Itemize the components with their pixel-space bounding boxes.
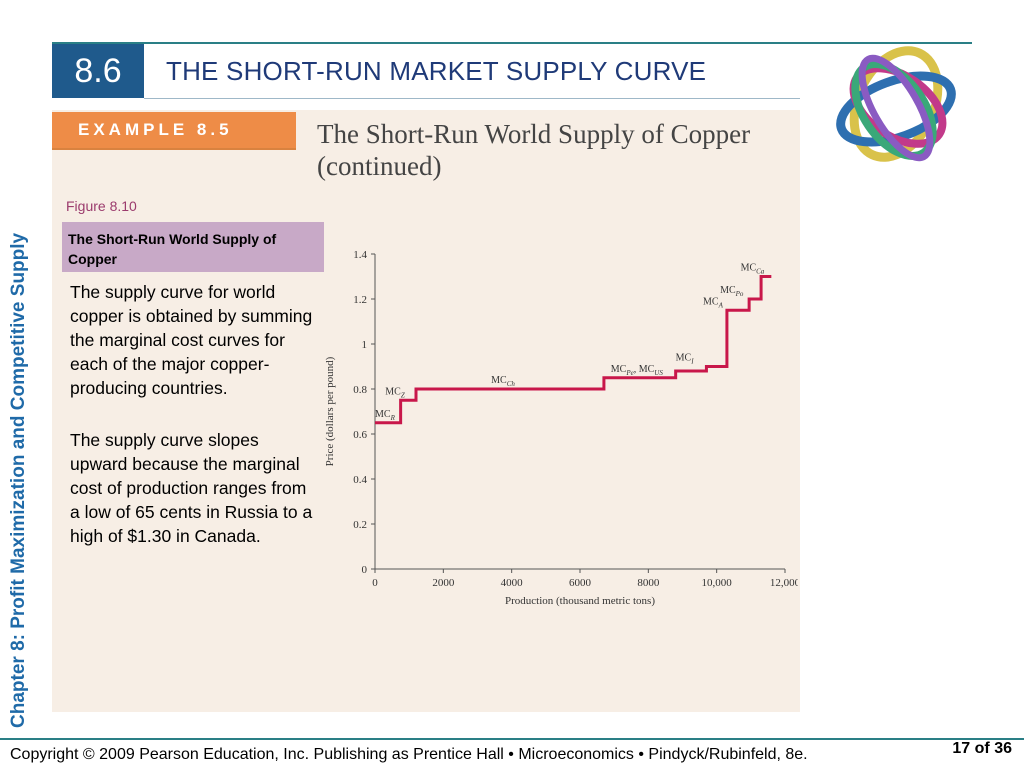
slide-title: THE SHORT-RUN MARKET SUPPLY CURVE <box>166 56 707 86</box>
x-tick-label: 4000 <box>501 577 524 589</box>
example-tag: EXAMPLE 8.5 <box>52 112 296 148</box>
rings-logo-icon <box>836 46 956 162</box>
x-tick-label: 10,000 <box>702 577 733 589</box>
x-axis-label: Production (thousand metric tons) <box>505 595 655 607</box>
page-number: 17 of 36 <box>952 740 1012 757</box>
mc-annotation: MCR <box>375 409 396 422</box>
supply-curve-line <box>375 275 772 425</box>
y-tick-label: 1.2 <box>353 294 367 306</box>
y-tick-label: 0.8 <box>353 384 367 396</box>
description-paragraph-1: The supply curve for world copper is obt… <box>70 282 313 398</box>
footer-rule <box>0 738 1024 740</box>
supply-chart: 0 0.2 0.4 0.6 0.8 1 1.2 1.4 0 2000 4000 6000 8000 10,… <box>324 249 798 607</box>
top-rule <box>52 42 972 44</box>
example-underline <box>52 148 296 150</box>
mc-annotation: MCA <box>703 296 724 309</box>
title-underline <box>144 98 800 99</box>
x-tick-label: 8000 <box>637 577 660 589</box>
y-tick-label: 0 <box>362 564 368 576</box>
section-number: 8.6 <box>52 44 144 98</box>
y-tick-label: 0.2 <box>353 519 367 531</box>
y-tick-label: 0.6 <box>353 429 367 441</box>
figure-caption: The Short-Run World Supply of Copper <box>62 222 324 272</box>
x-tick-label: 12,000 <box>770 577 798 589</box>
mc-annotation: MCPe, MCUS <box>611 364 664 377</box>
y-axis-label: Price (dollars per pound) <box>324 356 336 466</box>
mc-annotation: MCI <box>676 353 695 366</box>
x-tick-label: 6000 <box>569 577 592 589</box>
mc-annotation: MCPo <box>720 285 744 298</box>
x-tick-label: 2000 <box>432 577 455 589</box>
mc-annotation: MCCh <box>491 375 515 388</box>
y-tick-label: 1.4 <box>353 249 367 261</box>
x-tick-label: 0 <box>372 577 378 589</box>
example-title: The Short-Run World Supply of Copper (co… <box>317 119 751 181</box>
footer-copyright: Copyright © 2009 Pearson Education, Inc.… <box>10 746 808 763</box>
mc-annotation: MCZ <box>385 386 405 399</box>
mc-annotation: MCCa <box>741 263 765 276</box>
description-paragraph-2: The supply curve slopes upward because t… <box>70 430 313 546</box>
chapter-side-label: Chapter 8: Profit Maximization and Compe… <box>8 232 29 728</box>
y-tick-label: 0.4 <box>353 474 367 486</box>
content-panel <box>52 110 800 712</box>
figure-label: Figure 8.10 <box>66 198 137 214</box>
y-tick-label: 1 <box>362 339 368 351</box>
